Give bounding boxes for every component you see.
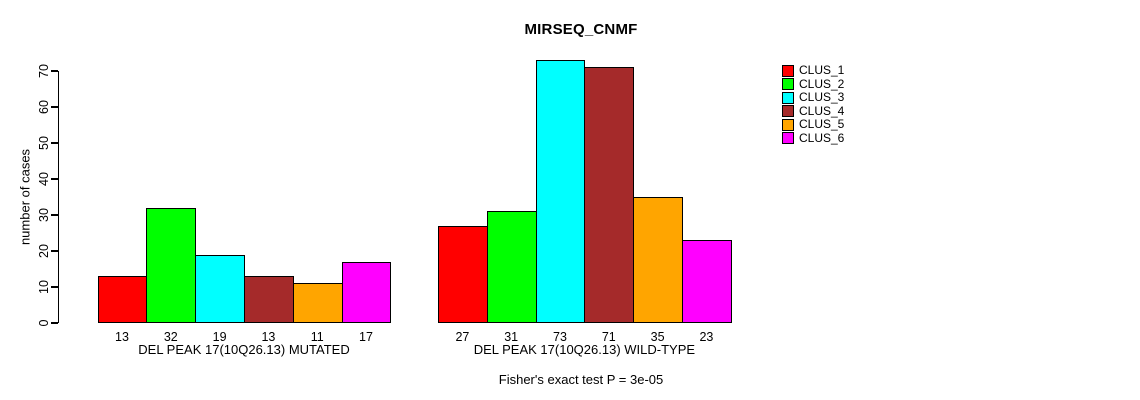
- bar: [292, 283, 343, 323]
- y-axis-tick: [50, 142, 58, 144]
- legend-label: CLUS_4: [799, 103, 845, 118]
- legend-label: CLUS_3: [799, 90, 845, 104]
- y-axis-tick-label: 0: [37, 319, 51, 327]
- legend-color-swatch: [782, 132, 794, 145]
- legend: CLUS_1 CLUS_2 CLUS_3 CLUS_4 CLUS_5 CLUS_6: [782, 63, 845, 146]
- y-axis-tick-label: 20: [37, 244, 51, 258]
- bar-value-label: 17: [359, 330, 373, 344]
- bar-value-label: 31: [504, 330, 519, 344]
- bar-value-label: 13: [115, 330, 129, 344]
- legend-label: CLUS_5: [799, 117, 845, 131]
- y-axis-tick-label: 30: [37, 208, 51, 222]
- y-axis-tick: [50, 70, 58, 72]
- legend-item: CLUS_4: [782, 103, 845, 119]
- legend-item: CLUS_5: [782, 117, 845, 132]
- bar-value-label: 27: [455, 330, 470, 344]
- bar: [633, 197, 683, 323]
- annotation-text: Fisher's exact test P = 3e-05: [498, 372, 664, 387]
- y-axis-tick-label: 50: [37, 136, 51, 150]
- y-axis-tick: [50, 250, 58, 252]
- legend-label: CLUS_2: [799, 76, 845, 91]
- legend-item: CLUS_3: [782, 90, 845, 105]
- bar: [486, 211, 537, 323]
- bar: [341, 261, 392, 323]
- legend-color-swatch: [782, 105, 794, 118]
- bar: [146, 207, 197, 323]
- y-axis-tick: [50, 178, 58, 180]
- bar: [244, 276, 294, 323]
- y-axis-tick-label: 40: [37, 172, 51, 186]
- bar: [682, 240, 732, 323]
- bar-value-label: 19: [212, 330, 227, 344]
- bar-value-label: 71: [601, 330, 616, 344]
- legend-color-swatch: [782, 118, 794, 131]
- bar-value-label: 13: [261, 330, 276, 344]
- group-label: DEL PEAK 17(10Q26.13) MUTATED: [138, 342, 350, 357]
- legend-color-swatch: [782, 64, 794, 77]
- legend-item: CLUS_2: [782, 76, 845, 92]
- legend-item: CLUS_1: [782, 63, 845, 78]
- y-axis-tick-label: 10: [37, 280, 51, 294]
- legend-label: CLUS_1: [799, 63, 845, 77]
- y-axis-tick: [50, 106, 58, 108]
- group-label: DEL PEAK 17(10Q26.13) WILD-TYPE: [473, 342, 696, 357]
- y-axis-tick: [50, 214, 58, 216]
- y-axis-tick-label: 60: [37, 100, 51, 114]
- legend-item: CLUS_6: [782, 130, 845, 146]
- y-axis-tick-label: 70: [37, 64, 51, 78]
- y-axis-line: [57, 71, 59, 323]
- bar: [438, 225, 488, 323]
- bar: [584, 67, 635, 323]
- bar-value-label: 73: [553, 330, 567, 344]
- bar-value-label: 32: [163, 330, 178, 344]
- bar: [535, 60, 586, 323]
- legend-color-swatch: [782, 78, 794, 91]
- y-axis-tick: [50, 286, 58, 288]
- chart-title: MIRSEQ_CNMF: [524, 21, 638, 38]
- bar-value-label: 35: [650, 330, 665, 344]
- legend-label: CLUS_6: [799, 130, 845, 145]
- y-axis-tick: [50, 322, 58, 324]
- bar-value-label: 23: [699, 330, 714, 344]
- bar-value-label: 11: [310, 330, 324, 344]
- bar: [97, 276, 148, 323]
- bar: [195, 254, 245, 323]
- legend-color-swatch: [782, 91, 794, 104]
